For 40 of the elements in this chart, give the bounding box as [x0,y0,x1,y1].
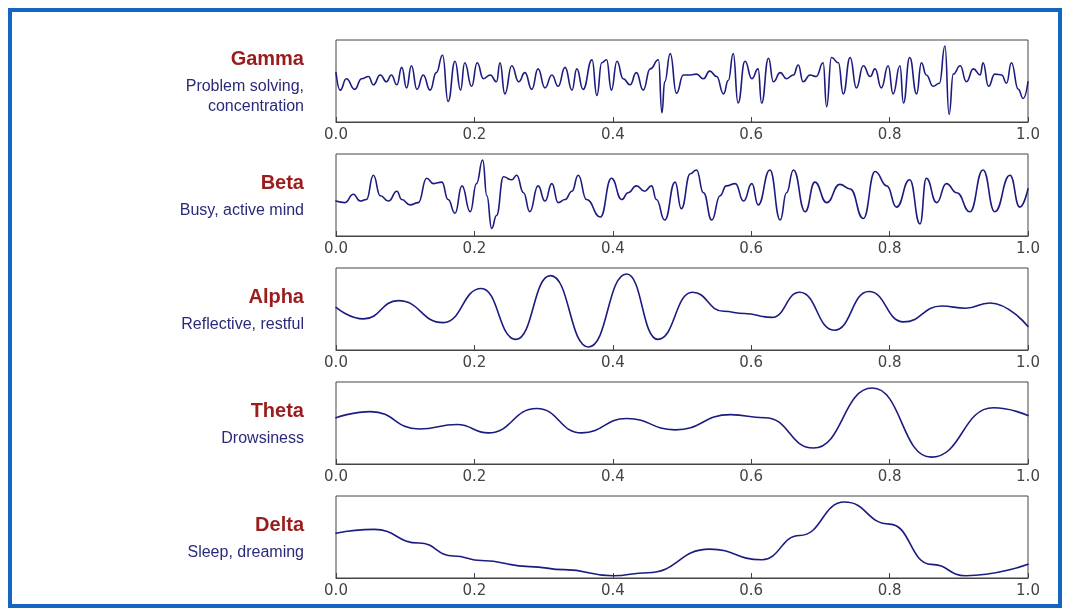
x-tick-label: 0.6 [739,580,764,599]
text: Alpha [248,284,304,308]
x-tick-label: 0.4 [600,466,625,485]
text: Busy, active mind [179,200,304,220]
x-tick-label: 0.6 [739,466,764,485]
x-tick-label: 0.8 [877,466,902,485]
x-tick-label: 0.8 [877,124,902,143]
text: Delta [255,512,304,536]
x-tick-label: 1.0 [1016,352,1040,371]
text: Drowsiness [221,428,304,448]
x-tick-label: 0.2 [462,238,487,257]
x-tick-label: 0.4 [600,352,625,371]
x-tick-label: 0.4 [600,580,625,599]
x-tick-label: 0.8 [877,580,902,599]
chart-title: Gamma [230,46,304,70]
x-tick-label: 0.0 [324,352,348,371]
x-tick-label: 0.2 [462,580,487,599]
x-tick-label: 0.8 [877,352,902,371]
x-tick-label: 0.4 [600,238,625,257]
x-tick-label: 0.2 [462,466,487,485]
x-tick-label: 1.0 [1016,466,1040,485]
text: Sleep, dreaming [187,542,304,562]
x-tick-label: 1.0 [1016,580,1040,599]
x-tick-label: 0.6 [739,352,764,371]
x-tick-label: 0.0 [324,238,348,257]
x-tick-label: 0.8 [877,238,902,257]
x-tick-label: 0.6 [739,238,764,257]
x-tick-label: 0.0 [324,124,348,143]
text: Beta [260,170,304,194]
x-tick-label: 0.6 [739,124,764,143]
x-tick-label: 0.2 [462,124,487,143]
text: Reflective, restful [181,314,304,334]
x-tick-label: 0.0 [324,466,348,485]
x-tick-label: 1.0 [1016,124,1040,143]
x-tick-label: 0.0 [324,580,348,599]
text: Theta [250,398,304,422]
x-tick-label: 0.2 [462,352,487,371]
text: Problem solving, concentration [184,76,304,116]
x-tick-label: 0.4 [600,124,625,143]
x-tick-label: 1.0 [1016,238,1040,257]
